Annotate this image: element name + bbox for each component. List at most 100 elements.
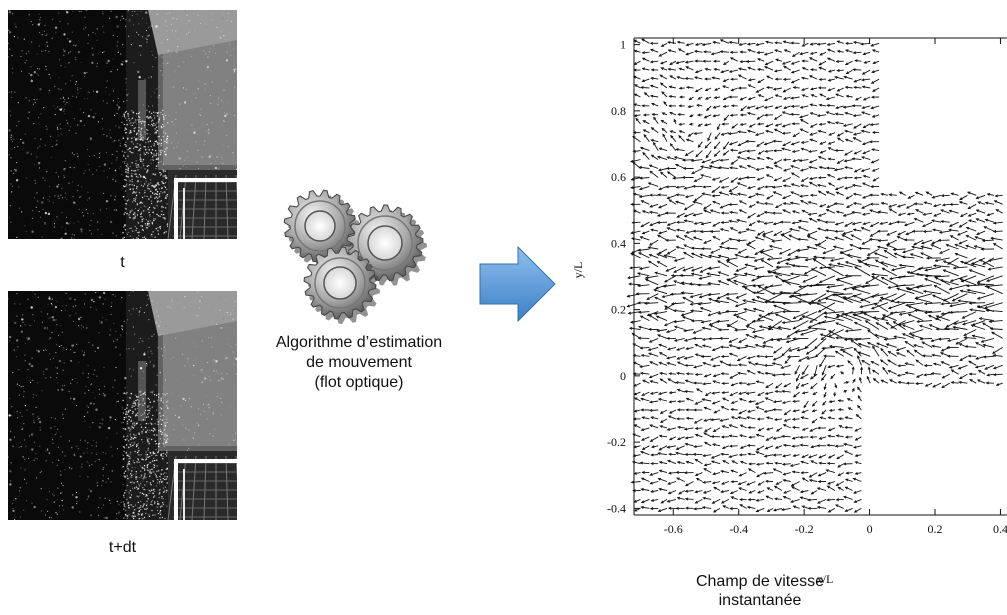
plot-axes (633, 37, 1007, 516)
velocity-vector (935, 276, 950, 286)
velocity-vector (709, 165, 721, 169)
velocity-vector (733, 311, 747, 316)
velocity-vector (754, 335, 765, 339)
velocity-vector (790, 113, 800, 116)
velocity-vector (827, 364, 836, 368)
velocity-vector (633, 454, 641, 457)
velocity-vector (648, 260, 659, 268)
velocity-vector (777, 337, 791, 341)
velocity-vector (629, 327, 641, 330)
velocity-vector (694, 458, 703, 465)
velocity-vector (801, 87, 809, 91)
velocity-vector (782, 194, 791, 199)
velocity-vector (758, 314, 774, 322)
velocity-vector (659, 352, 668, 357)
velocity-vector (826, 290, 844, 295)
velocity-vector (828, 435, 835, 438)
velocity-vector (667, 227, 677, 232)
velocity-vector (716, 123, 721, 130)
velocity-vector (827, 48, 836, 53)
velocity-vector (695, 353, 703, 357)
velocity-vector (897, 203, 906, 208)
velocity-vector (758, 94, 765, 98)
velocity-vector (645, 275, 659, 279)
velocity-vector (799, 114, 809, 119)
velocity-vector (854, 60, 862, 62)
velocity-vector (791, 481, 800, 487)
velocity-vector (809, 479, 818, 482)
velocity-vector (837, 177, 844, 181)
right-arrow-icon (479, 245, 556, 323)
velocity-vector (896, 352, 906, 357)
velocity-vector (828, 158, 835, 161)
velocity-vector (783, 185, 791, 187)
velocity-vector (684, 427, 694, 430)
velocity-vector (710, 230, 721, 233)
velocity-vector (756, 141, 765, 147)
velocity-vector (942, 373, 950, 379)
velocity-vector (760, 248, 774, 253)
velocity-vector (861, 78, 871, 81)
velocity-vector (682, 296, 694, 304)
velocity-vector (953, 266, 968, 269)
velocity-vector (651, 127, 659, 134)
velocity-vector (765, 60, 774, 66)
velocity-vector (846, 95, 853, 98)
velocity-vector (966, 284, 986, 287)
velocity-vector (923, 290, 941, 295)
velocity-vector (635, 118, 641, 125)
velocity-vector (747, 185, 756, 189)
velocity-vector (712, 481, 721, 484)
y-tick-label: -0.4 (607, 501, 626, 515)
velocity-vector (640, 221, 650, 228)
velocity-vector (727, 275, 738, 281)
velocity-vector (766, 194, 774, 200)
velocity-vector (747, 409, 756, 413)
velocity-vector (817, 487, 827, 491)
velocity-vector (729, 220, 738, 223)
velocity-vector (674, 326, 685, 330)
velocity-vector (642, 51, 650, 54)
velocity-vector (913, 239, 924, 246)
velocity-vector (740, 60, 747, 63)
velocity-vector (899, 191, 906, 196)
velocity-vector (658, 478, 668, 482)
velocity-vector (898, 320, 915, 326)
velocity-vector (722, 397, 730, 402)
velocity-vector (695, 434, 703, 438)
x-tick-label: 0 (867, 522, 873, 536)
velocity-vector (801, 382, 809, 387)
velocity-vector (678, 490, 685, 495)
velocity-vector (773, 454, 782, 456)
velocity-vector (660, 82, 668, 89)
velocity-vector (895, 284, 915, 287)
velocity-vector (712, 346, 721, 351)
velocity-vector (843, 443, 853, 447)
velocity-vector (928, 314, 942, 322)
velocity-vector (764, 409, 774, 413)
velocity-vector (764, 96, 774, 102)
velocity-vector (685, 51, 694, 56)
velocity-vector (692, 201, 703, 205)
velocity-vector (946, 320, 959, 328)
velocity-vector (639, 266, 650, 270)
velocity-vector (817, 114, 827, 117)
velocity-vector (878, 239, 888, 242)
velocity-vector (972, 320, 986, 326)
velocity-vector (754, 266, 765, 270)
velocity-vector (828, 416, 836, 420)
velocity-vector (975, 364, 986, 368)
velocity-vector (841, 311, 862, 315)
velocity-vector (929, 324, 942, 330)
velocity-vector (640, 236, 650, 241)
velocity-vector (675, 381, 685, 384)
velocity-vector (862, 69, 871, 75)
velocity-vector (728, 454, 738, 458)
velocity-vector (843, 123, 853, 127)
velocity-vector (639, 194, 650, 198)
velocity-vector (634, 93, 641, 98)
velocity-vector (787, 257, 800, 261)
velocity-vector (832, 293, 853, 296)
velocity-vector (910, 266, 924, 274)
velocity-vector (893, 248, 906, 251)
